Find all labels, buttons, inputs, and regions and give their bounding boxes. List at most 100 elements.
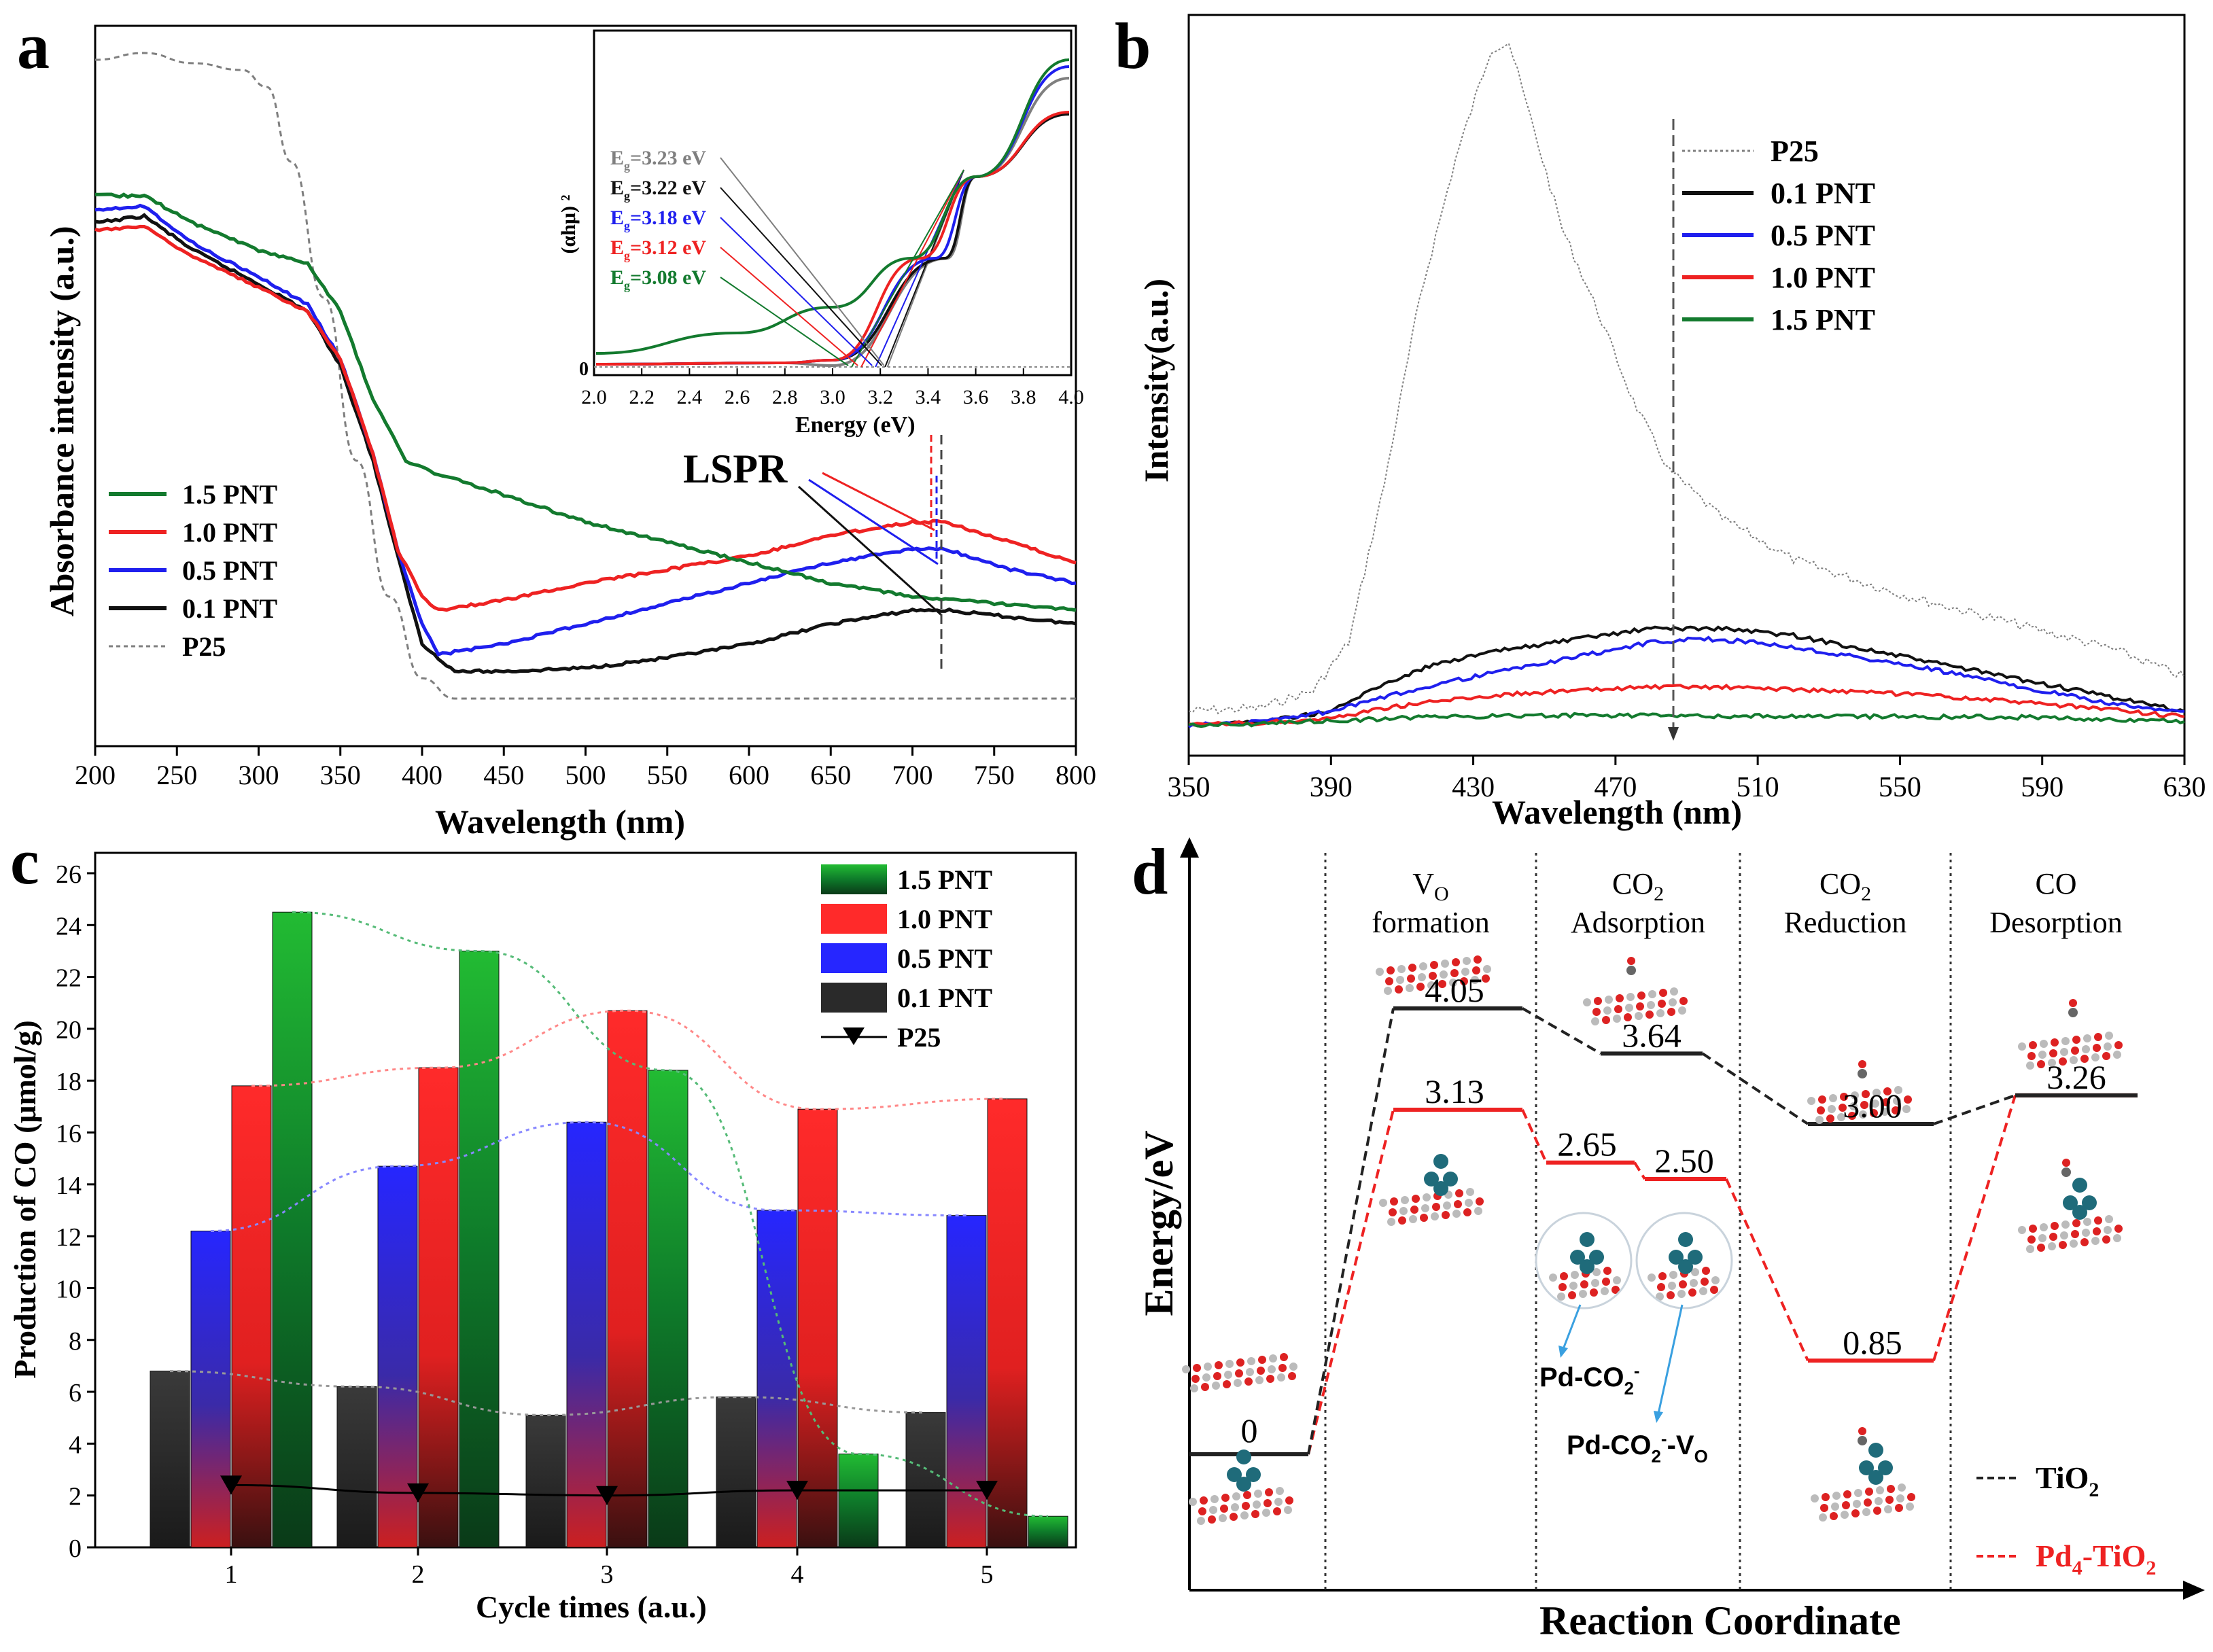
series-line-b-P25 (1188, 42, 2185, 715)
x-ticks-a: 200 250 300 350 400 450 500 550 600 650 700 750 800 (75, 746, 1096, 790)
x-tick-label-a: 300 (239, 760, 279, 790)
inset-frame (593, 29, 1073, 376)
x-tick-label-a: 600 (729, 760, 769, 790)
energy-value-label: 0 (1241, 1411, 1258, 1449)
series-line-b-01PNT (1188, 625, 2185, 728)
tio2-slab-icon (2018, 1215, 2123, 1253)
inset-bandgap-labels: Eg=3.23 eV Eg=3.22 eV Eg=3.18 eV Eg=3.12 eV… (610, 147, 885, 366)
x-tick-label-a: 250 (156, 760, 197, 790)
x-tick-label-b: 510 (1737, 772, 1779, 803)
legend-label-tio2: TiO2 (2036, 1460, 2099, 1501)
tio2-slab-icon (1583, 987, 1688, 1025)
x-tick-label-c: 5 (981, 1560, 994, 1589)
bar-05PNT-cycle3 (566, 1121, 607, 1548)
tio2-connector (1521, 1007, 1602, 1055)
x-tick-label-c: 1 (225, 1560, 238, 1589)
co2-molecule-icon (1858, 1060, 1867, 1078)
d-x-axis-arrow (2183, 1581, 2205, 1600)
x-tick-label-c: 3 (601, 1560, 614, 1589)
co2-molecule-icon (2061, 1159, 2071, 1177)
legend-swatch-c (821, 943, 887, 973)
panel-b: b 350 390 430 470 510 550 590 630 Wavelength (n… (1115, 10, 2206, 831)
stage-headers: VOformationCO2AdsorptionCO2ReductionCODe… (1372, 867, 2123, 939)
panel-a: a 200 250 300 350 400 450 500 550 600 650 700 750 80… (17, 10, 1096, 841)
lspr-annotation: LSPR (683, 446, 788, 491)
x-axis-label-a: Wavelength (nm) (435, 803, 685, 841)
series-group-b (1187, 42, 2185, 728)
energy-value-label: 0.85 (1843, 1323, 1902, 1361)
energy-value-label: 3.13 (1425, 1072, 1484, 1110)
stage-header-line1: CO (2035, 867, 2076, 900)
series-line-b-15PNT (1188, 711, 2185, 728)
co2-molecule-icon (1858, 1427, 1867, 1445)
panel-letter-b: b (1115, 10, 1151, 82)
label-pd-co2: Pd-CO2- (1539, 1360, 1640, 1399)
panel-d: d VOformationCO2AdsorptionCO2ReductionCO… (1132, 835, 2205, 1643)
label-pd-co2-vo: Pd-CO2--VO (1567, 1428, 1708, 1466)
x-tick-label-a: 350 (320, 760, 361, 790)
bar-15PNT-cycle5 (1028, 1515, 1068, 1548)
stage-header-line1: VO (1412, 867, 1448, 905)
inset-tangent (851, 169, 964, 368)
legend-b: P25 0.1 PNT 0.5 PNT 1.0 PNT 1.5 PNT (1682, 135, 1875, 336)
legend-c: 1.5 PNT 1.0 PNT 0.5 PNT 0.1 PNT P25 (821, 864, 992, 1053)
y-tick-label-c: 2 (69, 1483, 82, 1511)
legend-label-a: 1.0 PNT (182, 517, 277, 548)
molecule-icons (1182, 955, 2123, 1525)
bar-01PNT-cycle5 (905, 1412, 946, 1548)
y-tick-label-c: 10 (56, 1275, 82, 1303)
inset-a: 2.0 2.2 2.4 2.6 2.8 3.0 3.2 3.4 3.6 3.8 4.0 Eg=3.2… (557, 29, 1084, 438)
inset-x-tick-label: 3.2 (867, 386, 893, 408)
y-tick-label-c: 16 (56, 1120, 82, 1148)
x-tick-label-a: 450 (483, 760, 524, 790)
panel-letter-a: a (17, 10, 50, 82)
x-tick-label-b: 470 (1594, 772, 1637, 803)
series-line-a-15PNT (95, 192, 1077, 612)
x-tick-label-b: 590 (2021, 772, 2063, 803)
inset-x-ticks: 2.0 2.2 2.4 2.6 2.8 3.0 3.2 3.4 3.6 3.8 4.0 (581, 368, 1084, 408)
panel-letter-c: c (10, 825, 39, 898)
inset-label-leader (720, 217, 873, 366)
x-tick-label-a: 750 (974, 760, 1015, 790)
legend-label-a: 0.1 PNT (182, 593, 277, 624)
bar-10PNT-cycle3 (607, 1010, 648, 1548)
inset-label-leader (720, 247, 858, 366)
pd4-cluster-icon (1424, 1154, 1458, 1196)
stage-header-line2: formation (1372, 906, 1490, 939)
bar-15PNT-cycle1 (272, 911, 313, 1548)
y-tick-label-c: 6 (69, 1379, 82, 1407)
trend-line-10PNT (251, 1009, 1008, 1110)
pd4-cluster-icon (1859, 1443, 1893, 1485)
x-tick-label-a: 700 (892, 760, 933, 790)
co2-molecule-icon (2068, 999, 2078, 1017)
legend-label-c: 1.0 PNT (897, 904, 992, 934)
legend-swatch-c (821, 864, 887, 894)
y-tick-label-c: 18 (56, 1068, 82, 1096)
series-group-a (94, 52, 1077, 700)
inset-tangent (860, 169, 964, 368)
inset-x-axis-label: Energy (eV) (795, 412, 916, 438)
pd4-cluster-icon (1227, 1449, 1261, 1492)
energy-value-label: 4.05 (1425, 971, 1484, 1009)
inset-x-tick-label: 2.6 (725, 386, 750, 408)
pd4-cluster-icon (2063, 1178, 2097, 1220)
p25-marker (976, 1481, 998, 1500)
series-line-a-05PNT (94, 203, 1077, 657)
legend-label-a: P25 (182, 631, 226, 662)
pd4-connector (1307, 1109, 1395, 1455)
series-line-a-10PNT (94, 224, 1077, 612)
inset-x-tick-label: 3.8 (1011, 386, 1036, 408)
inset-series (594, 58, 1071, 368)
tio2-slab-icon (1376, 955, 1491, 995)
lspr-arrows (797, 435, 943, 673)
highlight-circle (1635, 1212, 1733, 1310)
legend-marker-c (843, 1027, 865, 1045)
panel-letter-d: d (1132, 835, 1168, 908)
stage-header-line1: CO2 (1819, 867, 1871, 905)
tio2-slab-icon (1807, 1086, 1912, 1124)
inset-bandgap-label: Eg=3.08 eV (610, 266, 706, 292)
legend-label-pd4: Pd4-TiO2 (2036, 1539, 2156, 1579)
bar-05PNT-cycle4 (756, 1210, 797, 1548)
